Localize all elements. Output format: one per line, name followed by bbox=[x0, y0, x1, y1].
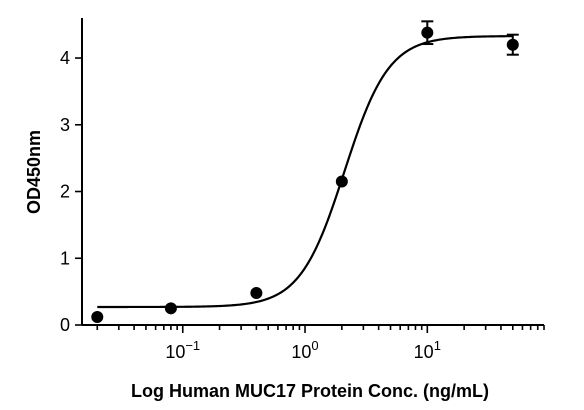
data-point bbox=[164, 302, 177, 315]
data-point bbox=[421, 26, 434, 39]
y-ticks: 0 1 2 3 4 bbox=[60, 48, 82, 335]
y-tick-label: 4 bbox=[60, 48, 70, 68]
data-point bbox=[506, 38, 519, 51]
x-ticks: 10−1 100 101 bbox=[96, 325, 545, 362]
data-point bbox=[335, 175, 348, 188]
y-axis-title: OD450nm bbox=[24, 130, 44, 214]
y-tick-label: 2 bbox=[60, 182, 70, 202]
data-points bbox=[91, 26, 519, 323]
x-tick-label: 10−1 bbox=[165, 338, 200, 362]
y-tick-label: 3 bbox=[60, 115, 70, 135]
data-point bbox=[250, 286, 263, 299]
x-tick-label: 101 bbox=[414, 338, 441, 362]
fit-curve bbox=[97, 35, 513, 309]
y-tick-label: 0 bbox=[60, 315, 70, 335]
x-axis-title: Log Human MUC17 Protein Conc. (ng/mL) bbox=[131, 381, 489, 401]
axes bbox=[81, 18, 544, 326]
data-point bbox=[91, 310, 104, 323]
x-tick-label: 100 bbox=[291, 338, 318, 362]
y-tick-label: 1 bbox=[60, 248, 70, 268]
